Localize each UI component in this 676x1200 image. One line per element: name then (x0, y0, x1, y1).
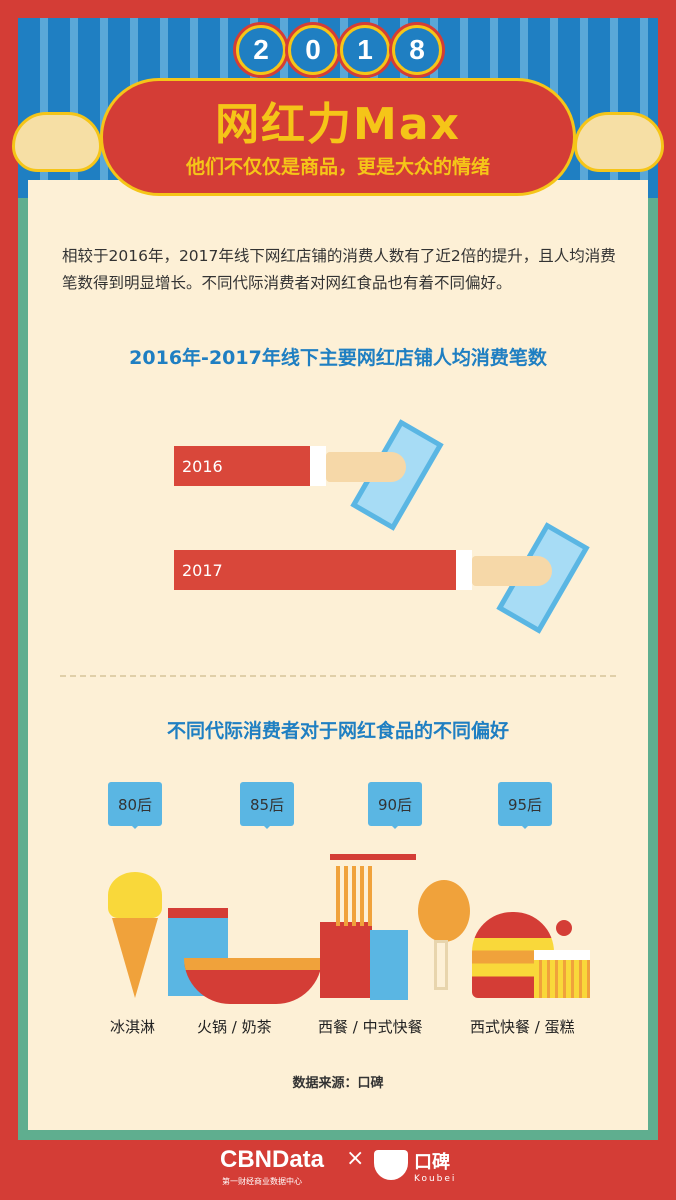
chart-title: 2016年-2017年线下主要网红店铺人均消费笔数 (129, 347, 547, 369)
food-label: 西式快餐 / 蛋糕 (470, 1018, 575, 1036)
year-digit: 1 (340, 25, 390, 75)
generation-tag: 85后 (240, 782, 294, 829)
koubei-logo: 口碑 (414, 1152, 450, 1173)
chicken-leg-icon (418, 880, 470, 942)
hand-icon (472, 556, 552, 586)
food-label: 火锅 / 奶茶 (197, 1018, 272, 1036)
hotpot-bowl-icon (184, 958, 322, 1004)
bar-2017: 2017 (174, 550, 456, 590)
food-label: 西餐 / 中式快餐 (318, 1018, 423, 1036)
cuff (310, 446, 326, 486)
preferences-title: 不同代际消费者对于网红食品的不同偏好 (166, 720, 509, 742)
box-icon (370, 930, 408, 1000)
koubei-logo-icon (374, 1150, 408, 1180)
page-subtitle: 他们不仅仅是商品，更是大众的情绪 (185, 156, 490, 178)
year-digit: 8 (392, 25, 442, 75)
year-circles: 2 0 1 8 (236, 25, 442, 75)
year-digit: 2 (236, 25, 286, 75)
chopsticks-icon (330, 854, 416, 860)
hand-icon (326, 452, 406, 482)
title-badge (100, 78, 576, 196)
bone-icon (434, 940, 448, 990)
noodles-icon (336, 866, 376, 926)
noodle-box-icon (320, 922, 372, 998)
generation-tag: 90后 (368, 782, 422, 829)
koubei-subtitle: Koubei (414, 1174, 457, 1184)
cherry-icon (556, 920, 572, 936)
bar-label: 2017 (182, 560, 223, 580)
ice-cream-icon (108, 872, 162, 918)
bar-label: 2016 (182, 456, 223, 476)
cake-icon (534, 950, 590, 998)
cbndata-subtitle: 第一财经商业数据中心 (222, 1177, 302, 1186)
divider (60, 675, 616, 677)
cuff (456, 550, 472, 590)
food-label: 冰淇淋 (110, 1018, 156, 1036)
year-digit: 0 (288, 25, 338, 75)
intro-text: 相较于2016年，2017年线下网红店铺的消费人数有了近2倍的提升，且人均消费笔… (62, 247, 616, 292)
times-symbol: × (346, 1146, 365, 1171)
cbndata-logo: CBNData (220, 1146, 325, 1173)
cone-icon (112, 918, 158, 998)
generation-tag: 80后 (108, 782, 162, 829)
data-source: 数据来源：口碑 (292, 1076, 384, 1091)
generation-tag: 95后 (498, 782, 552, 829)
page-title: 网红力Max (215, 99, 461, 150)
bar-2016: 2016 (174, 446, 310, 486)
